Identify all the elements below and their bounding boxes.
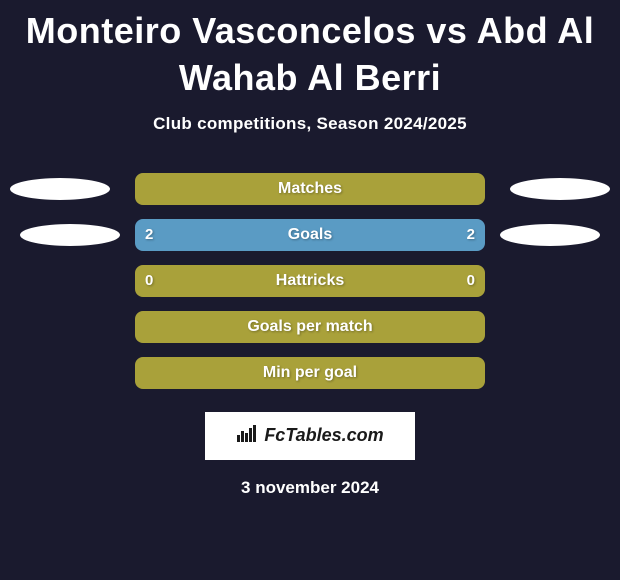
stat-bar: 2 Goals 2 <box>135 219 485 251</box>
ellipse-right <box>500 224 600 246</box>
ellipse-left <box>20 224 120 246</box>
stat-bar: Min per goal <box>135 357 485 389</box>
stat-value-left: 2 <box>145 226 153 243</box>
stat-bar: 0 Hattricks 0 <box>135 265 485 297</box>
stat-row: Min per goal <box>0 350 620 396</box>
stat-label: Hattricks <box>276 272 344 290</box>
stat-label: Goals per match <box>247 318 372 336</box>
stat-value-right: 2 <box>467 226 475 243</box>
stat-value-left: 0 <box>145 272 153 289</box>
chart-icon <box>236 423 258 448</box>
date-text: 3 november 2024 <box>0 478 620 498</box>
subtitle: Club competitions, Season 2024/2025 <box>0 114 620 134</box>
logo-text: FcTables.com <box>264 425 383 446</box>
stat-row: Goals per match <box>0 304 620 350</box>
stat-row: 2 Goals 2 <box>0 212 620 258</box>
stat-bar: Goals per match <box>135 311 485 343</box>
stat-value-right: 0 <box>467 272 475 289</box>
stat-row: 0 Hattricks 0 <box>0 258 620 304</box>
stat-bar: Matches <box>135 173 485 205</box>
infographic-container: Monteiro Vasconcelos vs Abd Al Wahab Al … <box>0 0 620 580</box>
ellipse-right <box>510 178 610 200</box>
stats-section: Matches 2 Goals 2 0 Hattricks 0 Goals per match… <box>0 166 620 396</box>
stat-label: Goals <box>288 226 332 244</box>
page-title: Monteiro Vasconcelos vs Abd Al Wahab Al … <box>0 0 620 102</box>
stat-label: Matches <box>278 180 342 198</box>
stat-label: Min per goal <box>263 364 357 382</box>
stat-row: Matches <box>0 166 620 212</box>
logo-box: FcTables.com <box>205 412 415 460</box>
ellipse-left <box>10 178 110 200</box>
